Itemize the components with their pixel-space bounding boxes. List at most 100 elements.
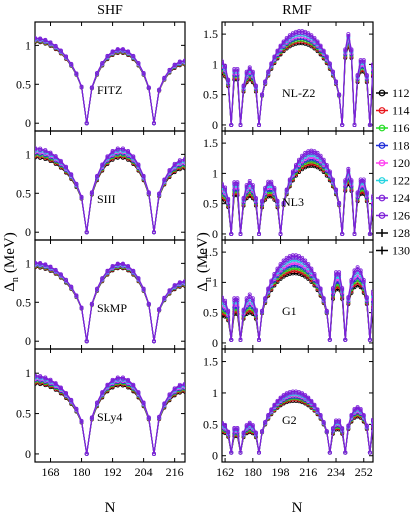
- legend-label: 122: [392, 174, 410, 188]
- data-point-126: [110, 49, 115, 54]
- data-point-126: [162, 177, 167, 182]
- data-point-126: [141, 70, 146, 75]
- data-point-126: [371, 194, 373, 199]
- data-point-126: [146, 190, 151, 195]
- y-tick-label: 1.5: [203, 245, 218, 259]
- data-point-126: [69, 172, 74, 177]
- y-tick-label: 1.5: [203, 136, 218, 150]
- legend-item-114: 114: [376, 104, 410, 118]
- panel-label: G1: [282, 304, 297, 318]
- data-point-126: [167, 168, 172, 173]
- data-point-126: [110, 377, 115, 382]
- data-point-126: [260, 429, 265, 434]
- data-point-126: [136, 276, 141, 281]
- data-point-126: [318, 413, 323, 418]
- data-point-126: [256, 337, 261, 342]
- data-point-126: [287, 33, 292, 38]
- data-point-126: [340, 286, 345, 291]
- y-tick-label: 1: [25, 366, 31, 380]
- y-axis-label-subscript: n: [203, 277, 214, 282]
- data-point-126: [364, 423, 369, 428]
- series-line-114: [222, 398, 373, 453]
- data-point-126: [300, 255, 305, 260]
- data-point-126: [247, 178, 252, 183]
- data-point-126: [247, 420, 252, 425]
- data-point-126: [126, 49, 131, 54]
- y-axis-label-unit: (MeV): [2, 232, 18, 273]
- data-point-126: [309, 266, 314, 271]
- data-point-126: [235, 296, 240, 301]
- data-point-126: [318, 286, 323, 291]
- y-tick-label: 0.5: [203, 417, 218, 431]
- legend-swatch-marker: [378, 107, 386, 114]
- data-point-126: [284, 35, 289, 40]
- data-point-126: [229, 122, 234, 127]
- data-point-120: [183, 161, 185, 166]
- data-point-126: [250, 69, 255, 74]
- data-point-126: [79, 194, 84, 199]
- data-point-126: [278, 262, 283, 267]
- data-point-126: [105, 53, 110, 58]
- data-point-126: [69, 61, 74, 66]
- data-point-126: [141, 173, 146, 178]
- data-point-126: [247, 65, 252, 70]
- data-point-126: [120, 375, 125, 380]
- data-point-126: [321, 419, 326, 424]
- data-point-126: [346, 423, 351, 428]
- data-point-126: [309, 33, 314, 38]
- data-point-126: [162, 401, 167, 406]
- panel-label: SkMP: [97, 301, 127, 315]
- data-point-126: [64, 390, 69, 395]
- series-group: [222, 148, 373, 236]
- data-point-122: [35, 148, 37, 153]
- data-point-126: [367, 122, 372, 127]
- data-point-126: [275, 198, 280, 203]
- y-axis-label-symbol: Δ: [2, 282, 18, 292]
- panel-skmp: 0 0.5 1 SkMP: [16, 239, 186, 350]
- data-point-126: [64, 277, 69, 282]
- y-tick-label: 1.5: [203, 355, 218, 369]
- data-point-126: [343, 450, 348, 455]
- data-point-126: [247, 292, 252, 297]
- data-point-126: [131, 382, 136, 387]
- legend-label: 114: [392, 104, 410, 118]
- data-point-126: [269, 61, 274, 66]
- y-axis-label-unit: (MeV): [195, 232, 211, 273]
- data-point-126: [306, 31, 311, 36]
- legend-label: 116: [392, 121, 410, 135]
- data-point-126: [157, 87, 162, 92]
- data-point-126: [266, 69, 271, 74]
- data-point-126: [53, 267, 58, 272]
- data-point-126: [361, 278, 366, 283]
- data-point-126: [58, 158, 63, 163]
- series-line-126: [35, 375, 185, 454]
- y-axis-label-subscript: n: [10, 277, 21, 282]
- panels-group: 0 0.5 1 FITZ 0 0.5 1 SIII 0 0.5 1 SkMP 0 0.5 1 168 180 19…: [16, 21, 374, 479]
- data-point-126: [222, 59, 224, 64]
- data-point-126: [222, 420, 224, 425]
- data-point-126: [95, 173, 100, 178]
- data-point-126: [48, 150, 53, 155]
- series-group: [222, 389, 373, 455]
- data-point-126: [303, 29, 308, 34]
- y-tick-label: 0.5: [16, 295, 31, 309]
- panel-frame: [34, 239, 186, 350]
- legend-item-128: 128: [376, 226, 410, 240]
- data-point-126: [244, 69, 249, 74]
- data-point-126: [43, 262, 48, 267]
- data-point-126: [53, 43, 58, 48]
- data-point-126: [238, 450, 243, 455]
- data-point-120: [35, 150, 37, 155]
- data-point-126: [358, 407, 363, 412]
- panel-frame: [221, 348, 374, 463]
- data-point-126: [43, 37, 48, 42]
- series-line-118: [222, 265, 373, 340]
- data-point-126: [115, 47, 120, 52]
- data-point-126: [337, 418, 342, 423]
- data-point-126: [35, 146, 37, 151]
- data-point-126: [367, 337, 372, 342]
- data-point-126: [146, 301, 151, 306]
- x-tick-label: 252: [355, 465, 373, 479]
- y-tick-label: 1.5: [203, 27, 218, 41]
- data-point-126: [74, 181, 79, 186]
